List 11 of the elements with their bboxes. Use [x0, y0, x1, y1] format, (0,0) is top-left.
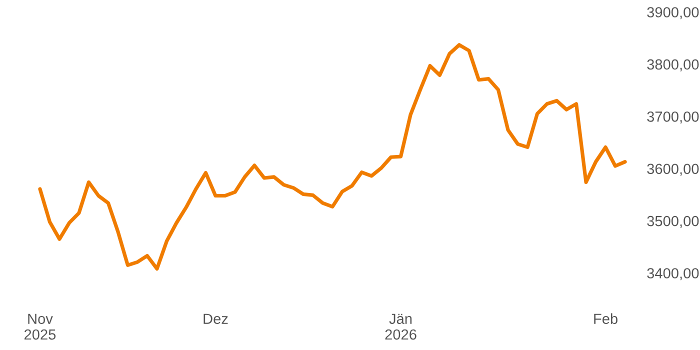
x-tick-label: Jän 2026 [385, 314, 416, 340]
y-tick-label: 3500,00 [647, 216, 699, 228]
x-tick-label: Nov 2025 [24, 314, 56, 340]
y-tick-label: 3900,00 [647, 7, 699, 20]
x-tick-label: Feb [594, 313, 618, 324]
line-series [38, 43, 627, 271]
y-tick-label: 3800,00 [647, 59, 699, 72]
y-tick-label: 3700,00 [647, 112, 699, 124]
y-tick-label: 3400,00 [647, 268, 699, 280]
x-tick-label: Dez [204, 314, 228, 324]
y-tick-label: 3600,00 [647, 164, 699, 176]
